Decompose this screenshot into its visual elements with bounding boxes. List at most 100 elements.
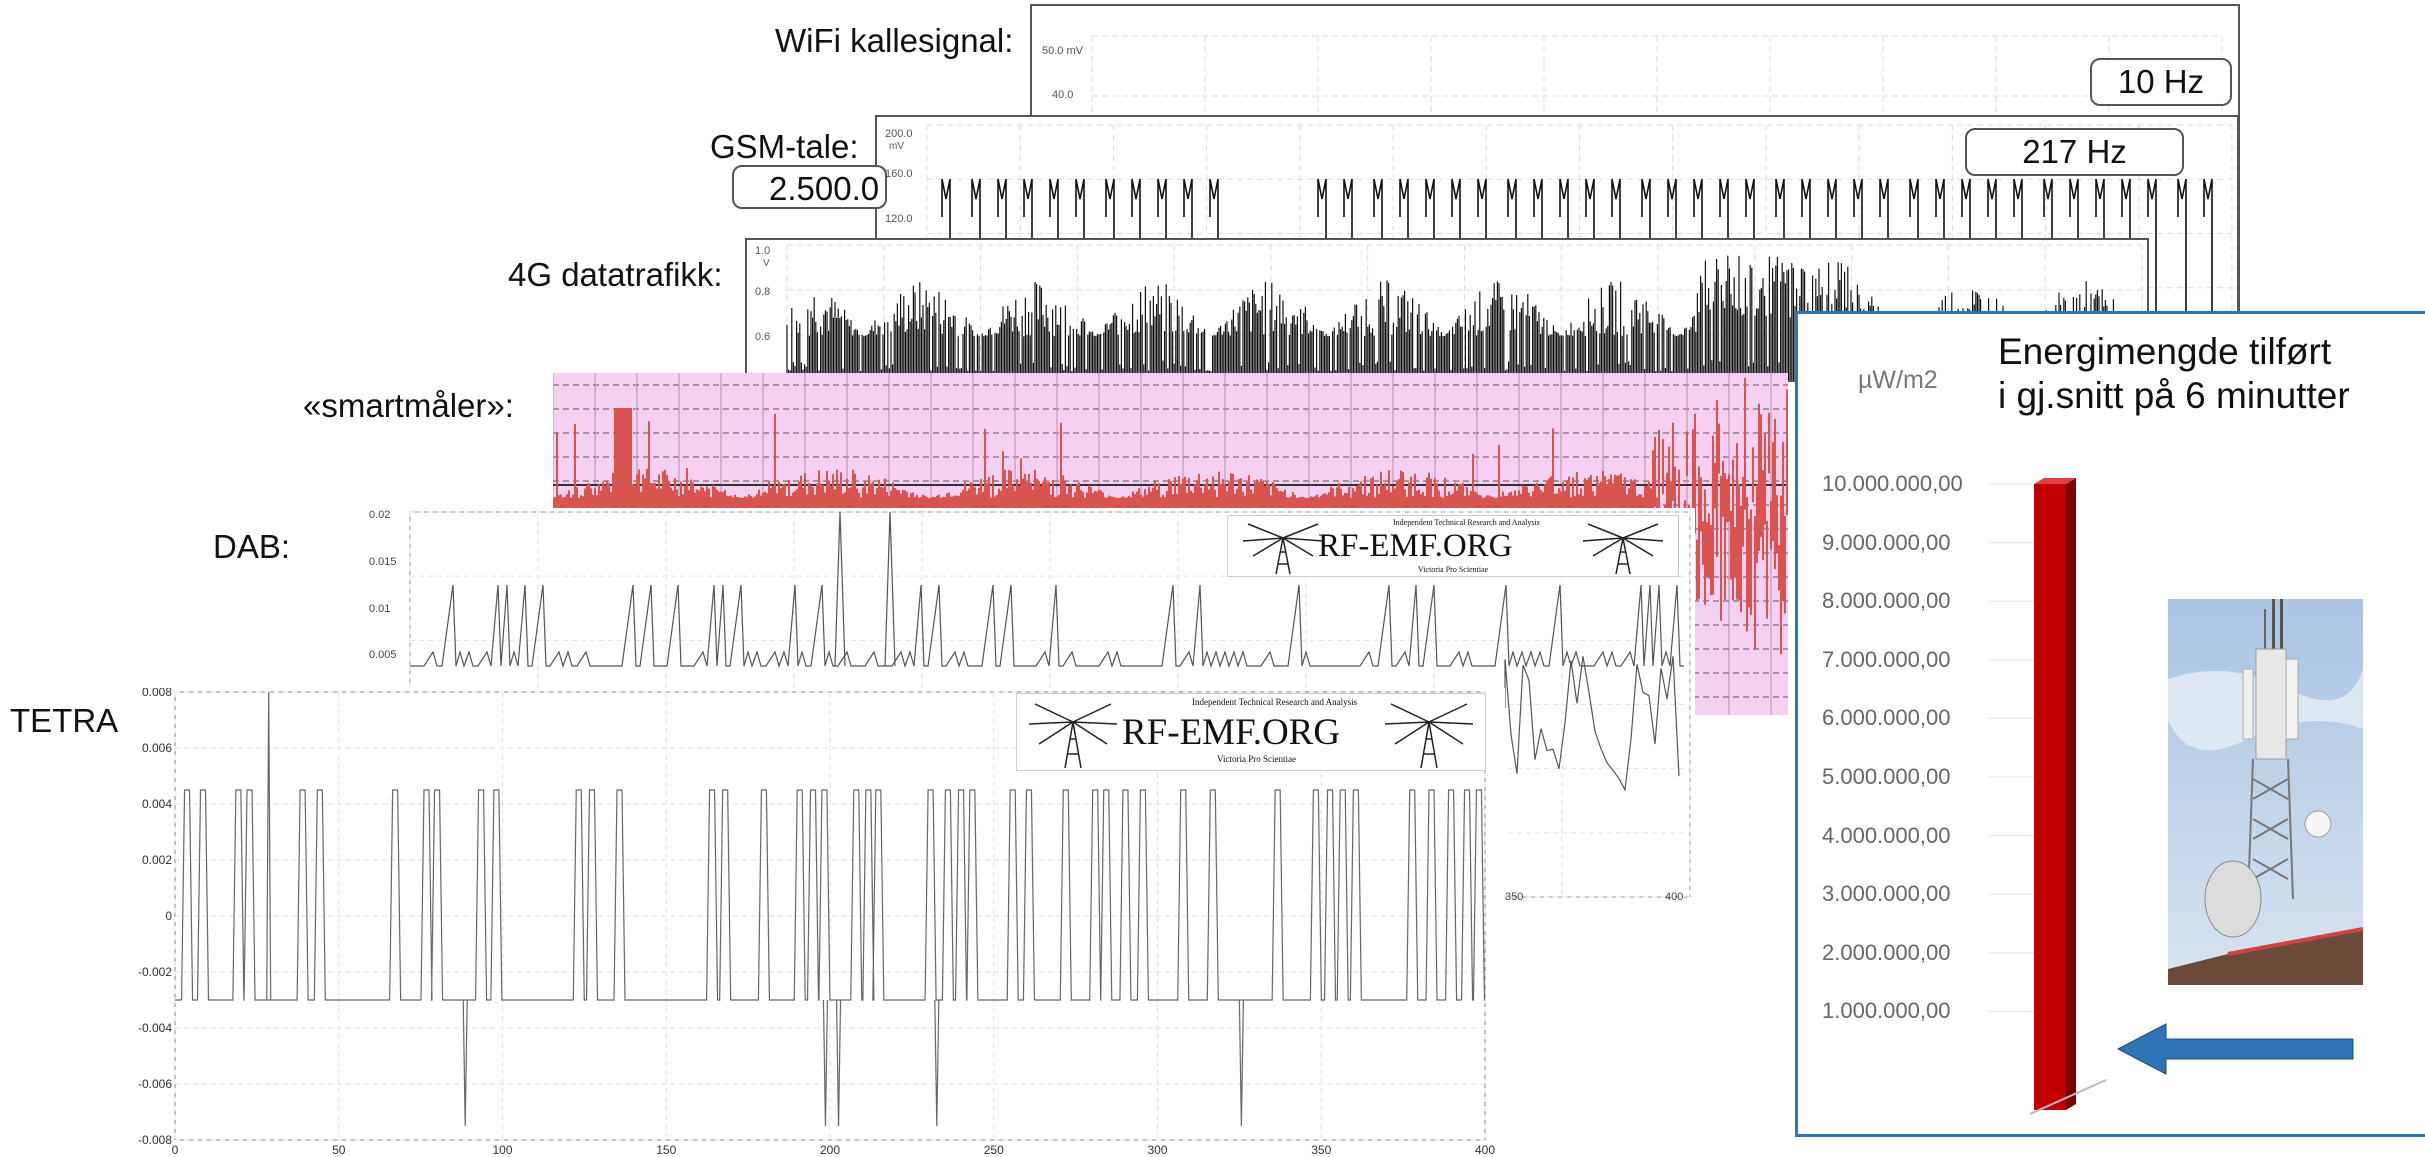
gsm-pulse <box>1801 178 1811 347</box>
dab-xtick-label: 400 <box>1665 891 1683 901</box>
gsm-pulse <box>1909 178 1919 347</box>
tetra-xtick-label: 200 <box>820 1143 840 1157</box>
gsm-pulse <box>997 178 1007 347</box>
gsm-pulse <box>1343 178 1353 347</box>
tetra-spike-line <box>835 999 842 1127</box>
energy-ytick-label: 9.000.000,00 <box>1822 529 1951 555</box>
gsm-pulse <box>2095 178 2105 347</box>
callout-10hz-text: 10 Hz <box>2117 63 2205 100</box>
gsm-pulse <box>1023 178 1033 347</box>
dab-watermark-bottom: Victoria Pro Scientiae <box>1418 565 1489 574</box>
gsm-pulse <box>2043 178 2053 347</box>
tetra-spike-line <box>934 999 940 1127</box>
dab-ytick-label: 0.005 <box>369 649 397 661</box>
energy-title-line2: i gj.snitt på 6 minutter <box>1998 375 2350 416</box>
gsm-ytick-label: 160.0 <box>885 168 913 180</box>
energy-ytick-label: 10.000.000,00 <box>1822 471 1963 496</box>
energy-ytick-label: 6.000.000,00 <box>1822 705 1951 731</box>
gsm-pulse <box>1131 178 1141 347</box>
energy-ytick-label: 7.000.000,00 <box>1822 646 1951 672</box>
gsm-label: GSM-tale: <box>710 128 859 165</box>
energy-ytick-label: 8.000.000,00 <box>1822 588 1951 614</box>
tetra-ytick-label: -0.006 <box>138 1077 172 1091</box>
smartmeter-label: «smartmåler»: <box>303 387 514 424</box>
gsm-pulse <box>1373 178 1383 347</box>
dab-signal-line <box>410 584 1684 668</box>
tetra-ytick-label: 0.006 <box>142 741 172 755</box>
gsm-pulse <box>1559 178 1569 347</box>
tetra-xtick-label: 300 <box>1147 1143 1167 1157</box>
tetra-watermark-top: Independent Technical Research and Analy… <box>1192 697 1358 707</box>
gsm-pulse <box>1317 178 1327 347</box>
dab-tail-line <box>1504 656 1680 792</box>
wifi-ytick-label: 50.0 mV <box>1042 45 1084 57</box>
tetra-watermark: Independent Technical Research and Analy… <box>1016 693 1486 771</box>
dab-ytick-label: 0.015 <box>369 556 397 568</box>
gsm-pulse <box>971 178 981 347</box>
callout-217hz-text: 217 Hz <box>2022 133 2127 170</box>
dab-ytick-label: 0.01 <box>369 603 390 615</box>
tetra-xtick-label: 100 <box>492 1143 512 1157</box>
dab-watermark: Independent Technical Research and Analy… <box>1227 515 1679 577</box>
tetra-xtick-label: 250 <box>984 1143 1004 1157</box>
gsm-pulse <box>2203 178 2213 347</box>
tetra-xtick-label: 150 <box>656 1143 676 1157</box>
callout-value: 2.500.0 <box>732 165 887 209</box>
gsm-pulse <box>2013 178 2023 347</box>
energy-ytick-label: 1.000.000,00 <box>1822 998 1951 1024</box>
energy-bar <box>2034 484 2066 1110</box>
gsm-pulse <box>1425 178 1435 347</box>
gsm-pulse <box>1961 178 1971 347</box>
energy-ytick-label: 2.000.000,00 <box>1822 939 1951 965</box>
energy-ytick-label: 3.000.000,00 <box>1822 881 1951 907</box>
tetra-xtick-label: 400 <box>1475 1143 1495 1157</box>
tetra-ytick-label: 0 <box>165 909 172 923</box>
lte-ytick-label: 0.6 <box>755 331 770 343</box>
lte-yunit-label: V <box>763 258 770 269</box>
tetra-ytick-label: -0.002 <box>138 965 172 979</box>
wifi-ytick-label: 40.0 <box>1052 89 1073 101</box>
lte-label: 4G datatrafikk: <box>508 256 723 293</box>
tetra-ytick-label: -0.004 <box>138 1021 172 1035</box>
tetra-ytick-label: 0.002 <box>142 853 172 867</box>
gsm-pulse <box>1507 178 1517 347</box>
dab-label: DAB: <box>213 528 291 565</box>
gsm-pulse <box>1585 178 1595 347</box>
lte-ytick-label: 0.8 <box>755 286 770 298</box>
dab-ytick-label: 0.02 <box>369 509 390 521</box>
gsm-pulse <box>1477 178 1487 347</box>
gsm-pulse <box>1075 178 1085 347</box>
tetra-spike-line <box>462 999 468 1127</box>
gsm-pulse <box>1049 178 1059 347</box>
tetra-watermark-bottom: Victoria Pro Scientiae <box>1217 754 1296 764</box>
tetra-ytick-label: 0.008 <box>142 688 172 699</box>
gsm-ytick-label: 200.0 <box>885 128 913 140</box>
tetra-signal-line <box>175 789 1486 1001</box>
tetra-ytick-label: -0.008 <box>138 1133 172 1147</box>
tetra-spike-line <box>1238 999 1244 1127</box>
dab-spike-line <box>834 511 896 667</box>
energy-title-line1: Energimengde tilført <box>1998 331 2332 372</box>
gsm-ytick-label: 120.0 <box>885 213 913 225</box>
energy-bar-chart-box: Energimengde tilført i gj.snitt på 6 min… <box>1795 311 2425 1137</box>
tetra-spike-line <box>266 691 272 1001</box>
gsm-pulse <box>1533 178 1543 347</box>
tetra-xtick-label: 50 <box>332 1143 346 1157</box>
dab-watermark-top: Independent Technical Research and Analy… <box>1393 518 1540 527</box>
gsm-pulse <box>2121 178 2131 347</box>
energy-bar-top <box>2034 478 2076 484</box>
tetra-xtick-label: 0 <box>172 1143 179 1157</box>
gsm-pulse <box>1827 178 1837 347</box>
gsm-pulse <box>1719 178 1729 347</box>
energy-title: Energimengde tilført i gj.snitt på 6 min… <box>1998 330 2350 418</box>
gsm-pulse <box>1641 178 1651 347</box>
gsm-pulse <box>1693 178 1703 347</box>
gsm-pulse <box>1879 178 1889 347</box>
tetra-watermark-tower-icons <box>1028 703 1474 769</box>
gsm-yunit-label: mV <box>889 141 904 152</box>
dab-watermark-text: RF-EMF.ORG <box>1318 528 1513 564</box>
gsm-pulse <box>1987 178 1997 347</box>
tetra-ytick-label: 0.004 <box>142 797 172 811</box>
gsm-pulse <box>1775 178 1785 347</box>
antenna-mast-photo <box>2168 599 2363 985</box>
